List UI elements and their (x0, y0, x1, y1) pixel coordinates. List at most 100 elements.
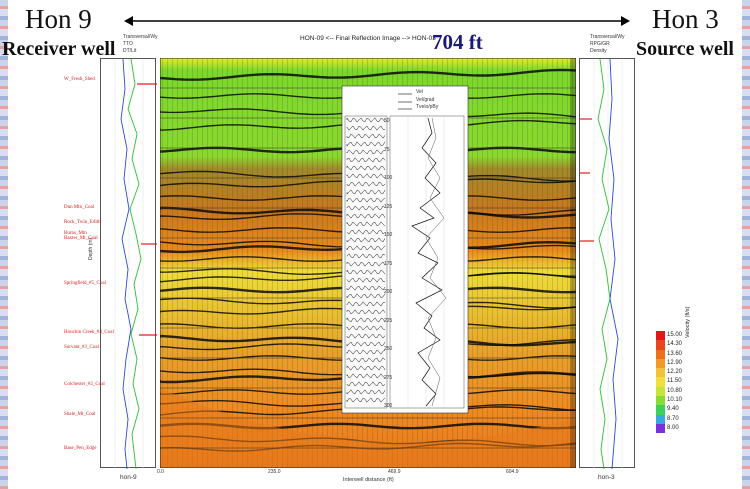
right-log-legend-2: RPG/GR (590, 41, 610, 47)
left-well-log-curves (114, 58, 157, 470)
right-edge-shadow (570, 58, 576, 468)
inset-waveform (346, 245, 386, 251)
inset-depth-label: 200 (384, 289, 393, 295)
inset-waveform (346, 277, 386, 283)
inset-waveform (346, 125, 386, 131)
velocity-legend-label: 14.30 (667, 341, 683, 348)
velocity-legend-entry: 11.50 (656, 377, 716, 387)
velocity-legend-swatch (656, 423, 665, 434)
inset-depth-label: 50 (384, 118, 390, 124)
x-tick-1: 235.0 (268, 469, 281, 475)
velocity-legend-swatch (656, 349, 665, 359)
formation-label: Survant_#3_Coal (64, 345, 99, 350)
inset-waveform (346, 293, 386, 299)
velocity-legend-swatch (656, 386, 665, 397)
y-axis-label: Depth (m) (88, 237, 94, 260)
inset-sonic-log (341, 85, 469, 414)
velocity-legend-entry: 8.70 (656, 414, 716, 424)
reflection-image (160, 58, 576, 468)
velocity-legend-entry: 12.90 (656, 358, 716, 369)
inset-waveform (346, 197, 386, 203)
inset-waveform (346, 189, 386, 195)
velocity-legend: 15.00 14.30 13.60 12.90 12.20 11.50 10.80 10.10… (656, 331, 716, 434)
x-tick-3: 604.9 (506, 469, 519, 475)
formation-label: Colchester_#2_Coal (64, 382, 105, 387)
inset-depth-label: 300 (384, 403, 393, 409)
inset-waveform (346, 141, 386, 148)
velocity-legend-entry: 8.00 (656, 423, 716, 434)
inset-waveform (346, 181, 386, 187)
left-log-legend-1: Transversal/Wy (123, 34, 158, 40)
inset-waveform (346, 349, 386, 355)
inset-waveform (346, 269, 386, 275)
inset-depth-label: 275 (384, 374, 393, 381)
formation-label: Springfield_#5_Coal (64, 281, 106, 286)
velocity-legend-entry: 9.40 (656, 405, 716, 415)
inset-waveform (346, 365, 386, 371)
inset-waveform (346, 389, 386, 395)
formation-label: Shale_Mt_Coal (64, 412, 96, 417)
inset-waveform-track (344, 115, 388, 409)
inset-depth-label: 250 (384, 346, 393, 352)
velocity-legend-entry: 10.10 (656, 396, 716, 406)
inset-depth-label: 100 (384, 175, 393, 181)
right-log-legend-3: Density (590, 48, 607, 54)
inset-depth-label: 150 (384, 232, 393, 238)
inset-waveform (346, 117, 386, 123)
left-log-legend-3: DT/Lit (123, 48, 137, 54)
inset-waveform (346, 221, 386, 227)
x-tick-0: 0.0 (157, 469, 164, 475)
formation-label: Rock_Twin_Edith (64, 220, 101, 225)
inset-depth-label: 125 (384, 203, 393, 210)
inset-waveform (346, 373, 386, 379)
velocity-legend-label: 12.20 (667, 369, 683, 376)
inset-legend-1: Vel (416, 89, 423, 95)
velocity-legend-label: 10.80 (667, 387, 683, 394)
velocity-legend-title: Velocity (ft/s) (685, 306, 691, 338)
velocity-legend-entry: 10.80 (656, 386, 716, 397)
formation-label: Base_Pen_Edge (64, 446, 97, 451)
inset-waveform (346, 253, 386, 259)
inset-waveform (346, 333, 386, 339)
inset-legend-3: Tvelo/pBy (416, 104, 439, 110)
inset-waveform (346, 157, 386, 163)
left-log-legend-2: TTO (123, 41, 133, 47)
inset-waveform (346, 165, 386, 171)
velocity-legend-swatch (656, 331, 665, 341)
left-log-label: hon-9 (120, 474, 137, 481)
velocity-legend-label: 10.10 (667, 397, 683, 404)
velocity-legend-entry: 12.20 (656, 368, 716, 378)
left-well-name: Hon 9 (25, 4, 92, 34)
right-well-name: Hon 3 (652, 4, 719, 34)
slide-right-edge-decoration (742, 0, 750, 489)
inset-waveform (346, 397, 386, 403)
interwell-distance-label: 704 ft (432, 30, 483, 54)
velocity-legend-label: 12.90 (667, 359, 683, 366)
formation-label: Burns_Mtn (64, 231, 87, 236)
right-well-log-track (579, 58, 635, 470)
left-well-log-track (100, 58, 157, 470)
velocity-legend-label: 15.00 (667, 332, 683, 338)
x-tick-2: 469.9 (388, 469, 401, 475)
formation-label: Baxter_Mt_Coal (64, 236, 98, 241)
inset-waveform (346, 357, 386, 363)
velocity-legend-swatch (656, 368, 665, 378)
inset-waveform (346, 149, 386, 155)
inset-waveform (346, 261, 386, 267)
velocity-legend-swatch (656, 405, 665, 415)
x-axis-label: Interwell distance (ft) (343, 477, 394, 483)
inset-waveform (346, 205, 386, 211)
left-well-role: Receiver well (2, 38, 116, 60)
right-well-log-curves (580, 58, 623, 470)
velocity-legend-swatch (656, 358, 665, 369)
figure-title: HON-09 <-- Final Reflection Image --> HO… (300, 35, 436, 42)
right-log-legend-1: Transversal/Wy (590, 34, 625, 40)
inset-waveform (346, 237, 386, 243)
formation-label: W_Fresh_Shed (64, 77, 95, 82)
inset-waveform (346, 381, 386, 387)
inset-waveform (346, 309, 386, 315)
reflector-lines (160, 68, 576, 452)
velocity-legend-entry: 15.00 (656, 331, 716, 341)
velocity-legend-swatch (656, 340, 665, 350)
velocity-legend-label: 13.60 (667, 350, 683, 357)
